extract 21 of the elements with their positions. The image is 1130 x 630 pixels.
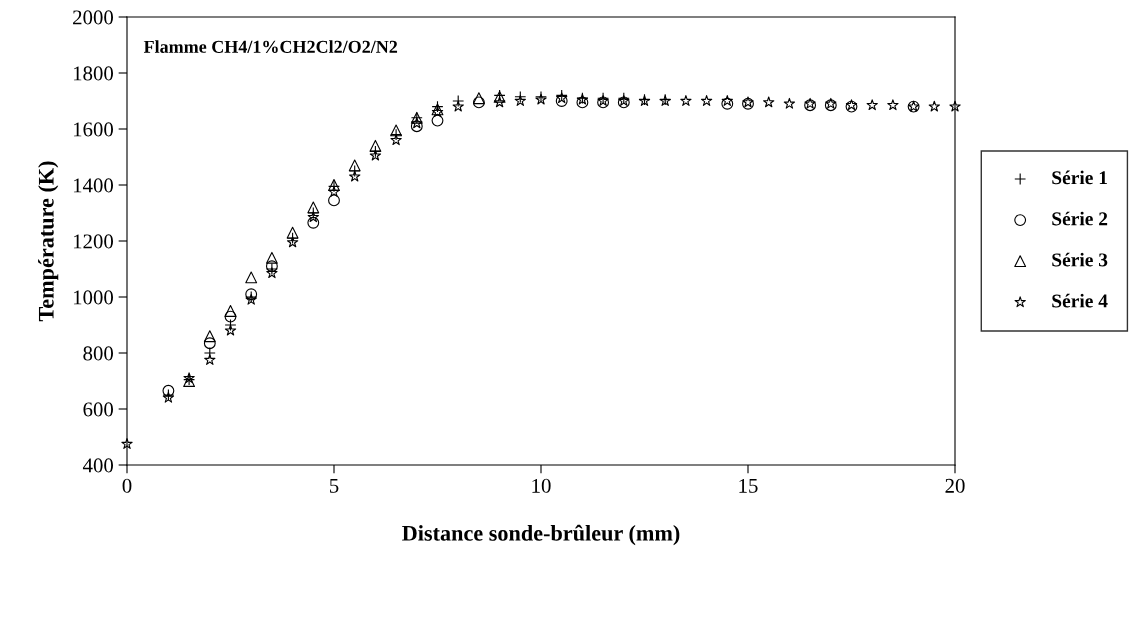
legend-label: Série 2 — [1052, 211, 1108, 226]
legend-label: Série 1 — [1052, 170, 1107, 185]
annotation: Flamme CH4/1%CH2Cl2/O2/N2 — [143, 40, 398, 53]
x-axis-title: Distance sonde-brûleur (mm) — [402, 524, 680, 546]
y-tick-label: 1200 — [73, 234, 114, 249]
y-tick-label: 1600 — [73, 122, 114, 137]
y-tick-label: 400 — [82, 458, 114, 473]
x-tick-label: 0 — [122, 478, 132, 493]
y-tick-label: 1800 — [73, 66, 114, 81]
x-tick-label: 5 — [330, 479, 339, 493]
y-axis-title: Température (K) — [38, 161, 59, 322]
y-tick-label: 600 — [83, 402, 114, 417]
x-tick-label: 10 — [532, 478, 551, 493]
legend-label: Série 4 — [1052, 293, 1108, 308]
legend-label: Série 3 — [1052, 252, 1108, 267]
x-tick-label: 15 — [739, 478, 758, 493]
y-tick-label: 800 — [83, 346, 114, 361]
y-tick-label: 1000 — [73, 290, 114, 305]
y-tick-label: 1400 — [73, 178, 114, 193]
y-tick-label: 2000 — [73, 10, 114, 25]
x-tick-label: 20 — [945, 478, 965, 493]
